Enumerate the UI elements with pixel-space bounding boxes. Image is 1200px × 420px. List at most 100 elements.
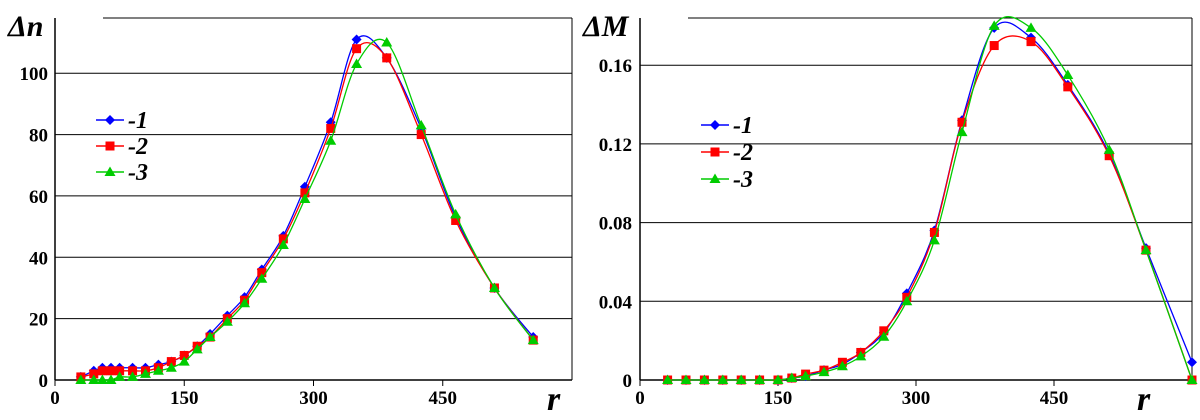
data-point [772,374,784,384]
data-point [351,34,362,45]
data-point [901,295,913,306]
data-point [257,268,267,278]
data-point [1104,151,1114,161]
data-point [956,126,968,137]
data-point [1026,37,1036,47]
data-point [416,130,426,140]
series-2 [76,42,538,382]
data-point [96,374,108,384]
data-point [300,188,310,198]
legend-entry-2: -2 [701,140,753,166]
data-point [800,370,812,381]
legend-label: -1 [733,113,753,139]
y-tick-label: 0.12 [599,135,632,156]
legend-label: -1 [128,108,148,134]
legend-label: -2 [733,140,753,166]
data-point [352,44,362,54]
y-axis-label: Δn [7,10,44,43]
x-tick-label: 150 [170,388,199,409]
legend-marker [105,115,115,125]
y-tick-label: 0.08 [599,214,632,235]
legend-marker [710,147,720,157]
x-axis-label: r [547,381,561,418]
data-point [1186,374,1198,384]
x-tick-label: 300 [299,388,328,409]
series-line [667,35,1193,381]
data-point [1187,357,1197,368]
legend-marker [105,141,115,151]
x-tick-label: 0 [635,388,645,409]
data-point [88,374,100,384]
data-point [929,227,939,237]
y-tick-label: 0 [623,371,633,392]
data-point [166,357,176,367]
legend-entry-2: -2 [96,134,148,160]
legend-entry-1: -1 [96,108,148,134]
data-point [855,350,867,361]
data-point [451,215,461,225]
data-point [527,334,539,345]
legend-entry-3: -3 [701,167,753,193]
data-point [221,316,233,326]
series-line [667,16,1193,381]
data-point [277,239,289,250]
data-point [879,326,889,336]
x-tick-label: 450 [429,388,458,409]
data-point [415,119,427,130]
data-point [1062,69,1074,80]
legend-label: -2 [128,134,148,160]
data-point [488,282,500,292]
x-tick-label: 300 [902,388,931,409]
data-point [878,331,890,341]
series-line [80,38,534,381]
data-point [1063,82,1073,92]
data-point [957,117,967,127]
data-point [717,374,729,384]
data-point [818,366,830,377]
data-point [989,41,999,51]
data-point [351,58,363,69]
legend-marker [104,166,116,176]
data-point [450,208,462,219]
data-point [325,135,337,145]
y-tick-label: 60 [29,187,48,208]
data-point [1140,244,1152,255]
series-line [80,35,534,378]
data-point [754,374,766,384]
data-point [106,366,116,376]
legend-entry-3: -3 [96,160,148,186]
data-point [256,273,268,283]
data-point [1025,22,1037,32]
data-point [165,362,177,372]
data-point [97,366,107,376]
y-tick-label: 40 [29,248,48,269]
data-point [680,374,692,384]
data-point [735,374,747,384]
data-point [382,53,392,63]
series-3 [75,37,539,384]
data-point [115,366,125,376]
x-tick-label: 0 [50,388,60,409]
series-line [80,42,534,378]
data-point [128,366,138,376]
y-tick-label: 80 [29,126,48,147]
data-point [278,234,288,244]
series-line [667,21,1193,381]
data-point [179,350,189,360]
data-point [836,360,848,371]
legend-marker [709,173,721,183]
series-1 [75,34,539,382]
x-axis-label: r [1137,381,1151,418]
data-point [105,374,117,384]
data-point [114,371,126,381]
data-point [191,343,203,354]
data-point [662,374,674,384]
y-tick-label: 0.04 [599,292,633,313]
data-point [326,123,336,133]
data-point [152,365,164,375]
data-point [204,331,216,342]
data-point [139,368,151,378]
data-point [1103,144,1115,154]
data-point [988,20,1000,30]
